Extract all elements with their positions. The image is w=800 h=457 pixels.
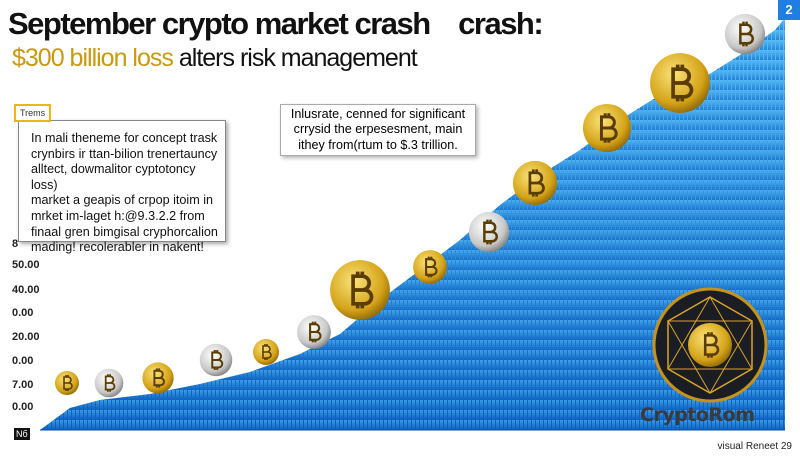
callout-line: crrysid the erpesesment, main (293, 122, 463, 137)
axis-label: 0.00 (12, 401, 34, 413)
subtitle-text: alters risk management (178, 44, 418, 72)
badge: 2 (778, 0, 800, 20)
tag: Trems (14, 104, 52, 122)
callout: Inlusrate, cenned for significant crrysid… (280, 104, 476, 156)
callout-line: Inlusrate, cenned for significant (290, 107, 466, 121)
axis-label: 0.00 (12, 307, 34, 319)
callout-line: ithey from(rtum to $.3 trillion. (298, 137, 458, 152)
axis-label: 8 (12, 238, 19, 250)
info-box: In mali theneme for concept trask crynbir… (18, 120, 226, 254)
highlight: $300 billion loss (12, 44, 174, 72)
info-line: In mali theneme for concept trask (31, 131, 218, 145)
axis-label: 40.00 (12, 284, 40, 296)
info-line: mading! recolerabler in nakent! (31, 240, 204, 255)
info-line: market a geapis of crpop itoim in (31, 193, 213, 208)
emblem (652, 287, 768, 403)
logo: CryptoRom (640, 404, 755, 426)
title: September crypto market crash crash: (8, 6, 544, 41)
subtitle: $300 billion loss alters risk management (12, 44, 418, 73)
axis-label: 7.00 (12, 379, 34, 391)
info-line: crynbirs ir ttan-bilion trenertauncy (31, 146, 218, 161)
bars (40, 18, 785, 430)
axis-label: 0.00 (12, 355, 34, 367)
coins (55, 13, 766, 398)
axis-label: 20.00 (12, 331, 40, 343)
footer: visual Reneet 29 (717, 441, 793, 452)
corner-label: Nб (14, 428, 30, 440)
axis-label: 50.00 (12, 259, 40, 271)
info-line: finaal gren bimgisal cryphorcalion (31, 224, 218, 239)
info-line: alltect, dowmalitor cyptotoncy loss) (31, 162, 196, 192)
info-line: mrket im-laget h:@9.3.2.2 from (31, 208, 205, 223)
